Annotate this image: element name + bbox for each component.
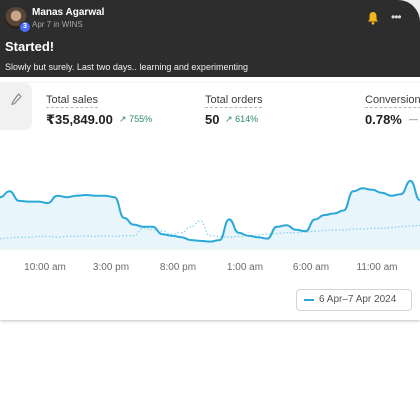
metric-value: ₹35,849.00 <box>46 112 113 127</box>
chart-legend[interactable]: 6 Apr–7 Apr 2024 <box>296 289 412 311</box>
series-line-current <box>0 179 420 243</box>
post-body: Slowly but surely. Last two days.. learn… <box>5 62 248 72</box>
metric-label[interactable]: Total orders <box>205 94 263 108</box>
metric-label[interactable]: Total sales <box>46 94 98 108</box>
x-tick-label: 10:00 am <box>24 262 66 273</box>
series-area-current <box>0 180 420 249</box>
x-tick-label: 1:00 am <box>226 262 264 273</box>
edit-button[interactable] <box>0 83 32 130</box>
metric-value: 0.78% <box>365 112 402 127</box>
x-tick-label: 8:00 pm <box>159 262 197 273</box>
pencil-icon <box>11 93 22 106</box>
post-header: 3 Manas Agarwal Apr 7 in WINS ••• Starte… <box>0 0 420 77</box>
legend-swatch <box>304 299 314 301</box>
author-name[interactable]: Manas Agarwal <box>32 7 105 18</box>
series-line-comparison <box>0 220 420 240</box>
level-badge: 3 <box>19 21 31 33</box>
arrow-up-right-icon: ↗ <box>119 114 127 124</box>
sales-line-chart <box>0 179 420 250</box>
more-icon[interactable]: ••• <box>391 10 402 24</box>
x-tick-label: 11:00 am <box>356 262 398 273</box>
metric-change: ↗ 614% <box>225 114 259 124</box>
post-title: Started! <box>5 39 55 54</box>
metric-change: ↗ 755% <box>119 114 153 124</box>
legend-label: 6 Apr–7 Apr 2024 <box>319 294 397 305</box>
post-meta: Apr 7 in WINS <box>32 20 83 29</box>
bell-icon[interactable] <box>367 11 379 25</box>
arrow-up-right-icon: ↗ <box>225 114 233 124</box>
metric-change: — <box>409 114 418 124</box>
x-tick-label: 3:00 pm <box>92 262 130 273</box>
x-tick-label: 6:00 am <box>292 262 330 273</box>
metric-value: 50 <box>205 112 220 127</box>
metric-label[interactable]: Conversion <box>365 94 420 108</box>
